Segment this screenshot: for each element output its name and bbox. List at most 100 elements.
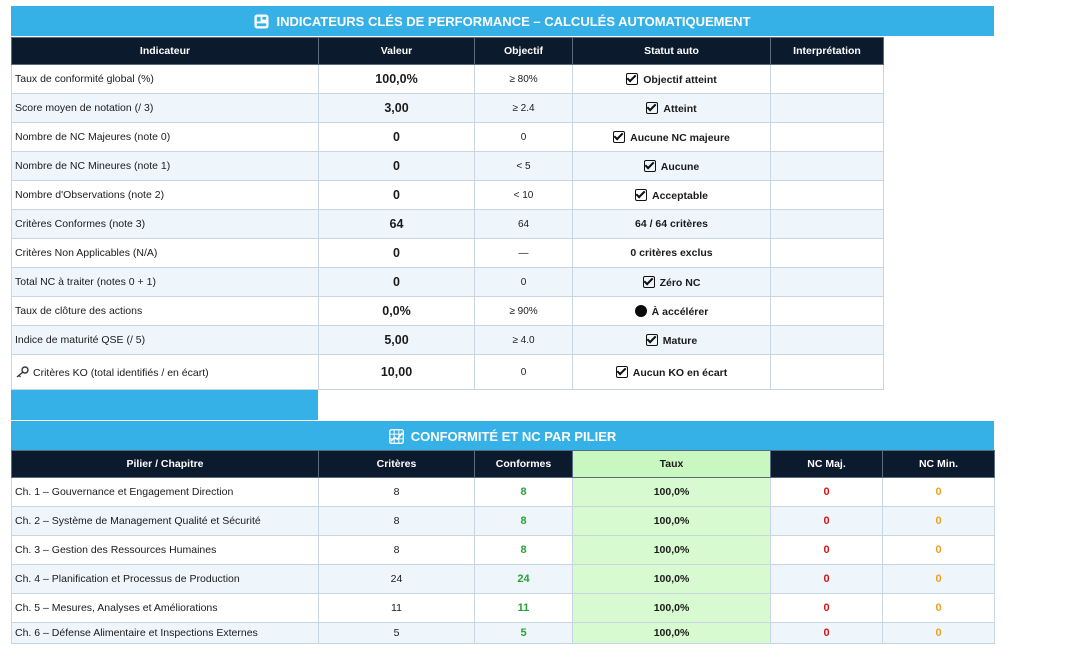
pillar-label: Ch. 3 – Gestion des Ressources Humaines bbox=[11, 535, 319, 565]
objective-cell: 0 bbox=[474, 122, 573, 152]
indicator-cell: Total NC à traiter (notes 0 + 1) bbox=[11, 267, 319, 297]
nc-minor-cell: 0 bbox=[882, 622, 995, 644]
table-row: Ch. 6 – Défense Alimentaire et Inspectio… bbox=[11, 622, 995, 644]
col-status: Statut auto bbox=[572, 37, 771, 65]
checkbox-icon bbox=[634, 188, 647, 201]
pillar-section-title: CONFORMITÉ ET NC PAR PILIER bbox=[11, 421, 994, 451]
status-cell: Atteint bbox=[572, 93, 771, 123]
indicator-cell: Critères KO (total identifiés / en écart… bbox=[11, 354, 319, 390]
status-text: Aucune bbox=[660, 160, 700, 173]
indicator-label: Nombre de NC Mineures (note 1) bbox=[15, 160, 171, 172]
pillar-label: Ch. 6 – Défense Alimentaire et Inspectio… bbox=[11, 622, 319, 644]
indicator-label: Critères Conformes (note 3) bbox=[15, 218, 146, 230]
col-nc-major: NC Maj. bbox=[770, 450, 883, 478]
compliant-cell: 11 bbox=[474, 593, 573, 623]
compliant-cell: 8 bbox=[474, 535, 573, 565]
col-rate: Taux bbox=[572, 450, 771, 478]
interpretation-cell bbox=[770, 93, 884, 123]
compliant-cell: 8 bbox=[474, 506, 573, 536]
kpi-header-row: Indicateur Valeur Objectif Statut auto I… bbox=[11, 37, 884, 65]
objective-cell: < 10 bbox=[474, 180, 573, 210]
criteria-cell: 5 bbox=[318, 622, 475, 644]
col-objective: Objectif bbox=[474, 37, 573, 65]
status-text: 64 / 64 critères bbox=[635, 218, 708, 230]
interpretation-cell bbox=[770, 238, 884, 268]
nc-minor-cell: 0 bbox=[882, 564, 995, 594]
indicator-label: Taux de conformité global (%) bbox=[15, 73, 154, 85]
kpi-section-title-text: INDICATEURS CLÉS DE PERFORMANCE – CALCUL… bbox=[276, 13, 751, 29]
status-text: 0 critères exclus bbox=[630, 247, 713, 259]
value-cell: 0 bbox=[318, 267, 475, 297]
status-cell: Aucune bbox=[572, 151, 771, 181]
indicator-label: Indice de maturité QSE (/ 5) bbox=[15, 334, 146, 346]
interpretation-cell bbox=[770, 64, 884, 94]
status-cell: 0 critères exclus bbox=[572, 238, 771, 268]
rate-cell: 100,0% bbox=[572, 477, 771, 507]
indicator-cell: Taux de conformité global (%) bbox=[11, 64, 319, 94]
pillar-label: Ch. 5 – Mesures, Analyses et Amélioratio… bbox=[11, 593, 319, 623]
value-cell: 10,00 bbox=[318, 354, 475, 390]
value-cell: 0 bbox=[318, 122, 475, 152]
nc-major-cell: 0 bbox=[770, 622, 883, 644]
interpretation-cell bbox=[770, 296, 884, 326]
indicator-cell: Critères Non Applicables (N/A) bbox=[11, 238, 319, 268]
pillar-table: Pilier / Chapitre Critères Conformes Tau… bbox=[11, 450, 995, 644]
col-criteria: Critères bbox=[318, 450, 475, 478]
indicator-label: Score moyen de notation (/ 3) bbox=[15, 102, 154, 114]
checkbox-icon bbox=[645, 333, 658, 346]
status-text: Mature bbox=[662, 334, 698, 347]
checkbox-icon bbox=[613, 130, 626, 143]
status-cell: À accélérer bbox=[572, 296, 771, 326]
objective-cell: 0 bbox=[474, 354, 573, 390]
table-row: Ch. 3 – Gestion des Ressources Humaines 8… bbox=[11, 535, 995, 565]
indicator-cell: Nombre de NC Majeures (note 0) bbox=[11, 122, 319, 152]
rate-cell: 100,0% bbox=[572, 593, 771, 623]
criteria-cell: 8 bbox=[318, 506, 475, 536]
value-cell: 5,00 bbox=[318, 325, 475, 355]
status-text: Aucun KO en écart bbox=[632, 366, 728, 379]
table-row: Ch. 1 – Gouvernance et Engagement Direct… bbox=[11, 477, 995, 507]
table-row: Total NC à traiter (notes 0 + 1) 0 0 Zéro N… bbox=[11, 267, 884, 297]
rate-cell: 100,0% bbox=[572, 506, 771, 536]
interpretation-cell bbox=[770, 122, 884, 152]
indicator-label: Critères Non Applicables (N/A) bbox=[15, 247, 158, 259]
indicator-cell: Score moyen de notation (/ 3) bbox=[11, 93, 319, 123]
table-row: Critères KO (total identifiés / en écart… bbox=[11, 354, 884, 390]
checkbox-icon bbox=[626, 72, 639, 85]
col-pillar: Pilier / Chapitre bbox=[11, 450, 319, 478]
indicator-cell: Nombre de NC Mineures (note 1) bbox=[11, 151, 319, 181]
chart-grid-icon bbox=[388, 428, 404, 444]
indicator-cell: Nombre d'Observations (note 2) bbox=[11, 180, 319, 210]
interpretation-cell bbox=[770, 325, 884, 355]
table-row: Score moyen de notation (/ 3) 3,00 ≥ 2.4 At… bbox=[11, 93, 884, 123]
indicator-cell: Critères Conformes (note 3) bbox=[11, 209, 319, 239]
criteria-cell: 8 bbox=[318, 535, 475, 565]
nc-major-cell: 0 bbox=[770, 535, 883, 565]
col-value: Valeur bbox=[318, 37, 475, 65]
indicator-label: Nombre d'Observations (note 2) bbox=[15, 189, 165, 201]
interpretation-cell bbox=[770, 180, 884, 210]
table-row: Nombre de NC Majeures (note 0) 0 0 Aucune N… bbox=[11, 122, 884, 152]
table-row: Taux de conformité global (%) 100,0% ≥ 80%… bbox=[11, 64, 884, 94]
interpretation-cell bbox=[770, 267, 884, 297]
status-text: À accélérer bbox=[651, 305, 709, 318]
dashboard-icon bbox=[254, 13, 270, 29]
status-cell: Objectif atteint bbox=[572, 64, 771, 94]
nc-major-cell: 0 bbox=[770, 506, 883, 536]
objective-cell: 64 bbox=[474, 209, 573, 239]
interpretation-cell bbox=[770, 151, 884, 181]
status-text: Aucune NC majeure bbox=[630, 131, 730, 144]
rate-cell: 100,0% bbox=[572, 622, 771, 644]
table-row: Nombre d'Observations (note 2) 0 < 10 Accep… bbox=[11, 180, 884, 210]
nc-major-cell: 0 bbox=[770, 593, 883, 623]
col-interpretation: Interprétation bbox=[770, 37, 884, 65]
kpi-table: Indicateur Valeur Objectif Statut auto I… bbox=[11, 37, 884, 390]
value-cell: 0 bbox=[318, 238, 475, 268]
col-indicator: Indicateur bbox=[11, 37, 319, 65]
table-row: Ch. 2 – Système de Management Qualité et… bbox=[11, 506, 995, 536]
interpretation-cell bbox=[770, 354, 884, 390]
indicator-label: Nombre de NC Majeures (note 0) bbox=[15, 131, 171, 143]
nc-minor-cell: 0 bbox=[882, 477, 995, 507]
checkbox-icon bbox=[643, 159, 656, 172]
indicator-label: Critères KO (total identifiés / en écart… bbox=[33, 366, 209, 379]
